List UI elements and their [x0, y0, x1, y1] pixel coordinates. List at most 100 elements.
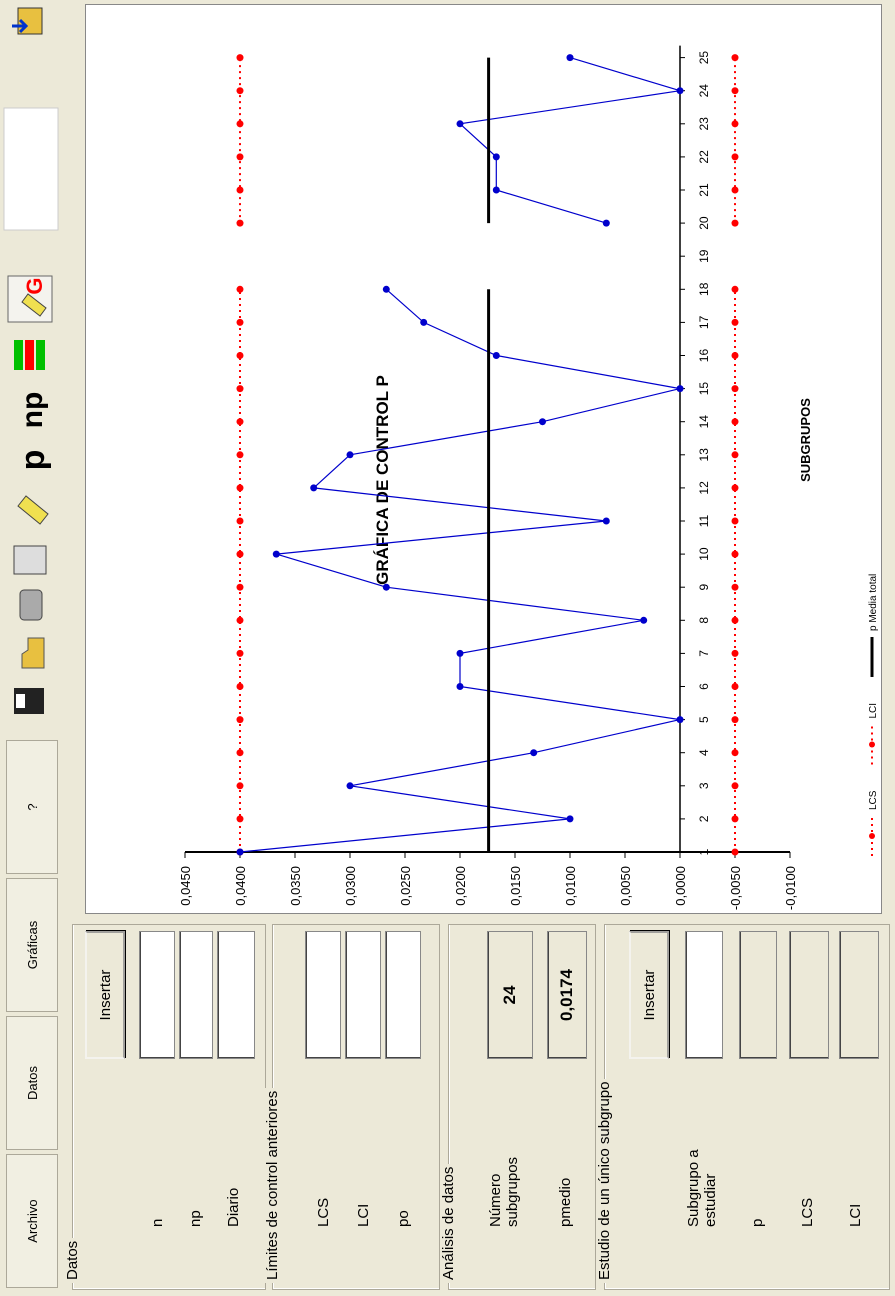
point	[236, 54, 244, 62]
calc-icon[interactable]	[13, 545, 47, 575]
point	[346, 451, 354, 459]
bars-icon-part	[36, 340, 45, 370]
point	[236, 550, 244, 558]
x-tick-label: 20	[697, 216, 711, 230]
bars-icon[interactable]	[14, 340, 23, 370]
point	[731, 318, 739, 326]
toolbar-p[interactable]: p	[14, 450, 52, 471]
point	[676, 385, 684, 393]
point	[456, 649, 464, 657]
x-tick-label: 14	[697, 415, 711, 429]
point	[731, 517, 739, 525]
x-tick-label: 24	[697, 84, 711, 98]
point	[420, 318, 428, 326]
legend-label: p Media total	[868, 574, 879, 631]
chart-title: GRÁFICA DE CONTROL P	[373, 375, 392, 585]
point	[731, 87, 739, 95]
point	[236, 120, 244, 128]
point	[731, 484, 739, 492]
point	[530, 749, 538, 757]
toolbar-np[interactable]: np	[16, 392, 49, 429]
y-tick-label: 0,0400	[233, 866, 248, 906]
open-icon[interactable]	[21, 637, 45, 669]
point	[236, 87, 244, 95]
toolbar: p np G	[3, 7, 59, 714]
point	[731, 219, 739, 227]
series-line	[458, 57, 681, 224]
eraser-icon[interactable]	[17, 495, 49, 525]
point	[640, 616, 648, 624]
x-tick-label: 9	[697, 584, 711, 591]
y-tick-label: 0,0450	[178, 866, 193, 906]
x-tick-label: 16	[697, 349, 711, 363]
y-tick-label: 0,0100	[563, 866, 578, 906]
point	[236, 219, 244, 227]
point	[731, 285, 739, 293]
point	[382, 285, 390, 293]
y-tick-label: 0,0200	[453, 866, 468, 906]
point	[236, 716, 244, 724]
y-tick-label: 0,0000	[673, 866, 688, 906]
point	[731, 120, 739, 128]
y-tick-label: 0,0150	[508, 866, 523, 906]
point	[731, 716, 739, 724]
point	[731, 782, 739, 790]
y-tick-label: -0,0050	[728, 866, 743, 910]
point	[602, 517, 610, 525]
point	[731, 186, 739, 194]
point	[492, 186, 500, 194]
legend-marker	[869, 741, 875, 748]
point	[492, 352, 500, 359]
point	[236, 318, 244, 326]
point	[731, 385, 739, 393]
point	[310, 484, 318, 492]
point	[236, 649, 244, 657]
point	[236, 848, 244, 856]
x-tick-label: 15	[697, 382, 711, 396]
point	[676, 716, 684, 724]
x-tick-label: 10	[697, 547, 711, 561]
point	[566, 815, 574, 823]
point	[731, 749, 739, 757]
x-tick-label: 23	[697, 117, 711, 131]
point	[236, 815, 244, 823]
point	[236, 418, 244, 426]
point	[236, 683, 244, 690]
point	[731, 451, 739, 459]
bars-icon-part	[25, 340, 34, 370]
point	[236, 186, 244, 194]
point	[602, 219, 610, 227]
point	[236, 583, 244, 591]
point	[236, 153, 244, 161]
x-tick-label: 21	[697, 183, 711, 197]
legend-marker	[869, 833, 875, 839]
point	[236, 352, 244, 359]
point	[236, 385, 244, 393]
x-axis-title: SUBGRUPOS	[798, 398, 813, 482]
x-tick-label: 17	[697, 315, 711, 329]
point	[731, 54, 739, 62]
x-tick-label: 18	[697, 282, 711, 296]
print-icon[interactable]	[19, 589, 43, 621]
toolbar-g[interactable]: G	[22, 277, 47, 294]
point	[236, 749, 244, 757]
legend-label: LCS	[868, 790, 879, 810]
point	[382, 583, 390, 591]
point	[236, 285, 244, 293]
legend-label: LCI	[868, 703, 879, 719]
point	[731, 352, 739, 359]
x-tick-label: 25	[697, 51, 711, 65]
save-icon-part	[16, 694, 25, 708]
point	[731, 649, 739, 657]
x-tick-label: 5	[697, 716, 711, 723]
point	[236, 451, 244, 459]
x-tick-label: 3	[697, 782, 711, 789]
point	[236, 782, 244, 790]
x-tick-label: 8	[697, 617, 711, 624]
point	[731, 683, 739, 690]
x-tick-label: 1	[697, 848, 711, 855]
point	[731, 616, 739, 624]
